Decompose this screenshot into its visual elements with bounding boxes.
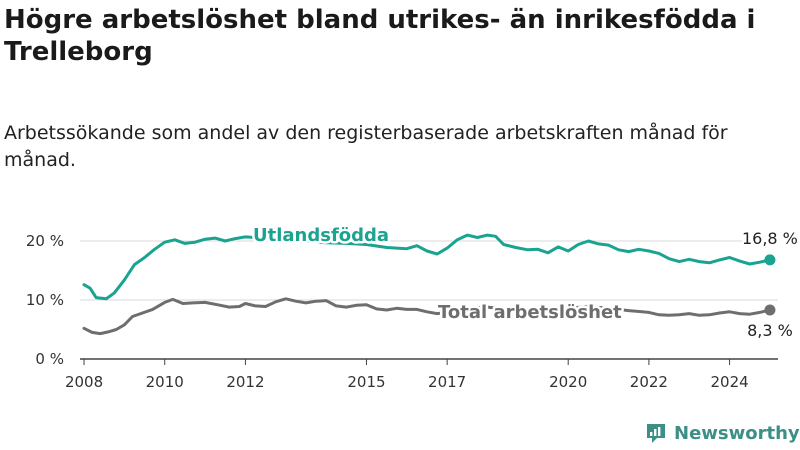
series-end-value-label: 8,3 % (747, 321, 793, 340)
x-tick-label: 2010 (146, 373, 184, 391)
x-tick-label: 2022 (630, 373, 668, 391)
x-tick-label: 2024 (710, 373, 748, 391)
series-end-value-label: 16,8 % (742, 229, 798, 248)
x-tick-label: 2017 (428, 373, 466, 391)
y-tick-label: 10 % (26, 291, 64, 309)
series-line-0 (82, 233, 772, 301)
series-lines (82, 233, 776, 336)
series-name-label: Utlandsfödda (253, 225, 389, 246)
series-line-1 (82, 297, 772, 336)
series-end-point-0 (764, 254, 776, 266)
x-tick-label: 2012 (226, 373, 264, 391)
x-tick-label: 2015 (347, 373, 385, 391)
chart-subtitle: Arbetssökande som andel av den registerb… (4, 122, 728, 171)
series-end-point-1 (764, 304, 776, 316)
brand-name: Newsworthy (674, 422, 800, 444)
series-name-label: Total arbetslöshet (438, 302, 622, 323)
y-tick-label: 0 % (35, 350, 64, 368)
y-axis-ticks: 0 % 10 % 20 % (26, 232, 64, 368)
series-labels: Utlandsfödda 16,8 % Total arbetslöshet 8,3 … (251, 223, 800, 343)
x-tick-label: 2020 (549, 373, 587, 391)
brand: Newsworthy (644, 420, 800, 446)
x-axis-ticks: 2008 2010 2012 2015 2017 2020 2022 2024 (65, 359, 749, 391)
y-tick-label: 20 % (26, 232, 64, 250)
newsworthy-logo-icon (647, 424, 665, 443)
chart-title: Högre arbetslöshet bland utrikes- än inr… (4, 5, 756, 67)
x-tick-label: 2008 (65, 373, 103, 391)
